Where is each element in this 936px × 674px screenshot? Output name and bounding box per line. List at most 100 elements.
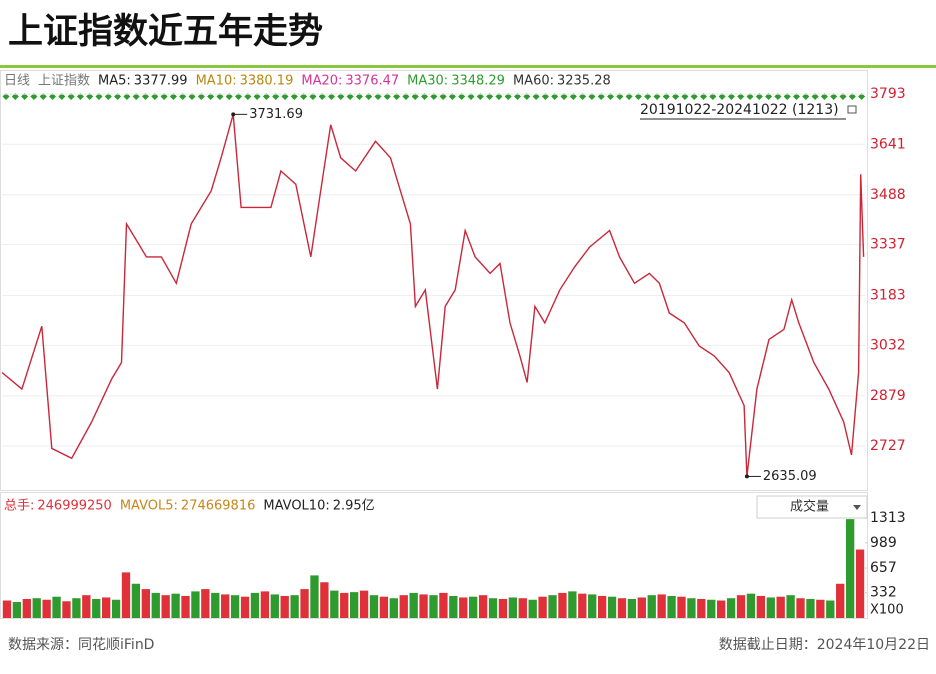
volume-bar [449,595,458,618]
legend-label: MA30: [407,74,448,89]
signal-dot [132,93,140,100]
signal-dot [579,93,587,100]
annotation-label: 3731.69 [249,107,303,122]
volume-selector[interactable] [756,495,868,519]
volume-bar [855,549,865,618]
signal-dot [421,93,428,100]
signal-dot [67,93,75,100]
volume-bar [538,596,547,618]
volume-bar [578,593,587,618]
signal-dot [244,93,252,100]
legend-label: 总手: [4,499,34,514]
signal-dot [328,93,335,100]
page-title: 上证指数近五年走势 [8,12,323,52]
volume-bar [340,592,349,618]
signal-dot [495,93,503,100]
y-tick-label: 3032 [870,337,906,353]
signal-dot [541,93,549,100]
signal-dot [225,93,233,100]
volume-bar [211,592,220,618]
volume-selector-label[interactable]: 成交量 [790,499,829,515]
signal-dot [253,93,261,100]
volume-bar [766,597,775,618]
title-rule [0,65,936,68]
signal-dot [169,93,177,100]
volume-bar [369,595,379,618]
legend-value: 3380.19 [240,74,294,89]
signal-dot [467,93,475,100]
signal-dot [653,93,661,100]
volume-bar [826,600,835,618]
volume-bar [310,575,319,618]
signal-dot [318,93,326,100]
y-tick-label: 3337 [870,237,906,253]
volume-bar [32,598,41,618]
volume-panel [0,492,868,619]
volume-bar [845,519,855,618]
legend-period: 日线 [4,74,30,89]
volume-tick-label: 1313 [870,510,906,526]
range-label: 20191022-20241022 (1213) [640,102,839,118]
legend-value: 3235.28 [557,74,611,89]
dropdown-arrow[interactable] [853,505,861,510]
signal-dot [346,93,354,100]
volume-bar [379,596,389,618]
date: 数据截止日期：2024年10月22日 [719,637,930,653]
volume-bar [677,596,686,618]
volume-bar [796,598,805,618]
signal-dot [95,93,103,100]
signal-dot [681,93,689,100]
signal-dot [114,93,122,100]
volume-bar [687,598,696,618]
volume-bar [726,598,736,618]
volume-bar [816,599,825,618]
volume-bar [131,583,141,618]
signal-dot [690,93,698,100]
volume-bar [627,598,637,618]
signal-dot [709,93,717,100]
volume-bar [558,592,567,618]
volume-bar [707,599,716,618]
volume-bar [588,594,597,618]
volume-bar [42,599,51,618]
signal-dot [58,93,66,100]
volume-bar [62,601,71,618]
signal-dot [597,93,605,100]
signal-dot [374,93,382,100]
signal-dot [86,93,94,100]
volume-bar [459,597,468,618]
legend-value: 274669816 [181,499,255,514]
legend-label: MA5: [98,74,131,89]
lock-icon [847,105,857,114]
signal-dot [430,93,438,100]
y-tick-label: 3488 [870,187,906,203]
volume-bar [736,595,746,618]
volume-bar [2,600,12,618]
volume-bar [429,595,438,618]
volume-bar [568,591,577,618]
signal-dot [142,93,149,100]
volume-bar [548,595,557,618]
volume-bar [469,596,478,618]
signal-dot [504,93,512,100]
legend-label: MAVOL5: [120,499,178,514]
signal-dot [700,93,707,100]
volume-bar [161,595,170,618]
signal-dot [560,93,568,100]
signal-dot [309,93,317,100]
y-tick-label: 2879 [870,388,906,404]
volume-bar [22,598,31,618]
signal-dot [21,93,29,100]
legend-label: MA60: [513,74,554,89]
signal-dot [514,93,521,100]
volume-bar [667,595,676,618]
signal-dot [179,93,187,100]
signal-dot [820,93,828,100]
signal-dot [216,93,224,100]
signal-dot [272,93,280,100]
volume-bar [508,597,518,618]
volume-bar [419,594,428,618]
signal-dot [588,93,596,100]
signal-dot [197,93,205,100]
